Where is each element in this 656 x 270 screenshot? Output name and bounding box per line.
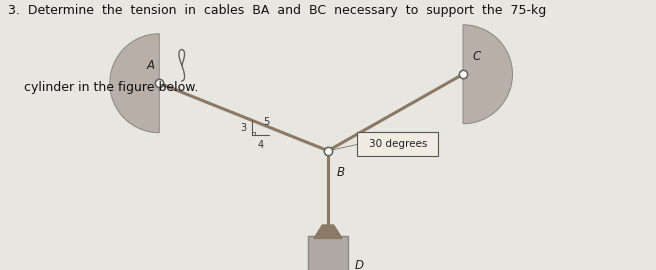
Wedge shape	[110, 34, 159, 133]
Text: D: D	[355, 259, 364, 270]
FancyBboxPatch shape	[358, 131, 438, 156]
Text: B: B	[337, 167, 345, 180]
Text: 3: 3	[240, 123, 247, 133]
Text: A: A	[147, 59, 155, 72]
Text: 5: 5	[263, 117, 269, 127]
Text: C: C	[472, 50, 480, 63]
Text: 3.  Determine  the  tension  in  cables  BA  and  BC  necessary  to  support  th: 3. Determine the tension in cables BA an…	[8, 4, 546, 17]
Polygon shape	[314, 225, 342, 238]
Text: 30 degrees: 30 degrees	[369, 139, 427, 149]
Text: cylinder in the figure below.: cylinder in the figure below.	[8, 81, 198, 94]
Wedge shape	[463, 25, 512, 124]
Bar	[308, 236, 348, 270]
Text: 4: 4	[257, 140, 264, 150]
